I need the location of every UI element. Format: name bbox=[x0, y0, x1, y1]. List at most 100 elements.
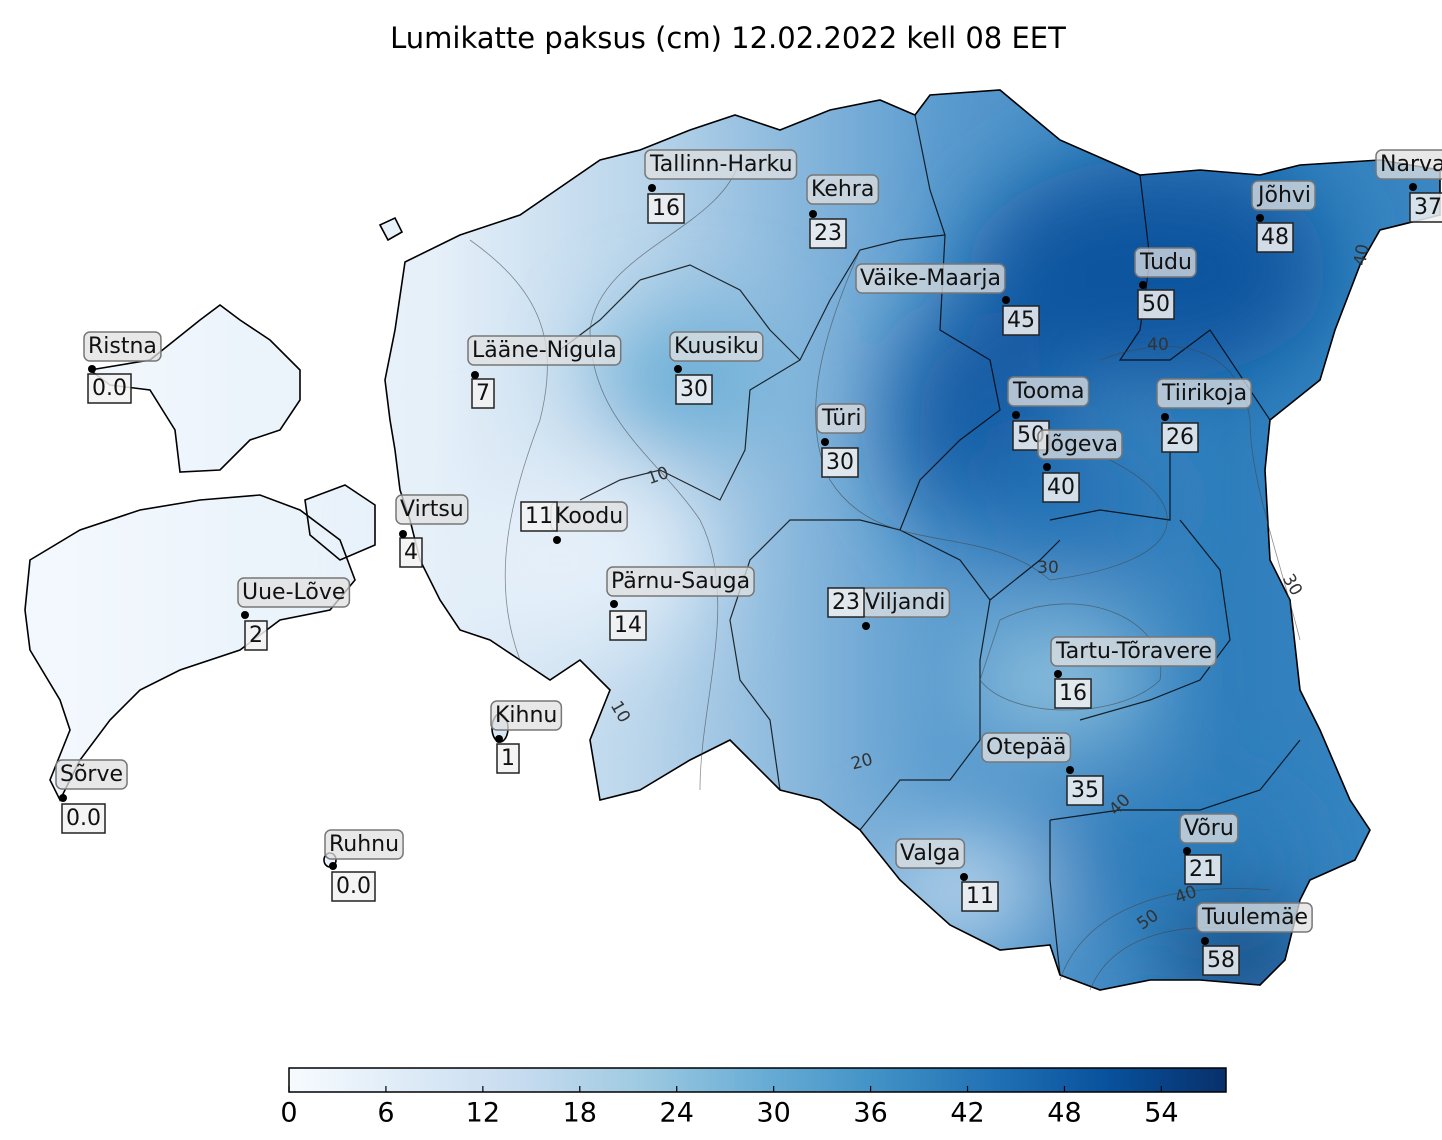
colorbar-tick-label: 12 bbox=[466, 1098, 500, 1129]
station-name-box bbox=[816, 403, 867, 434]
station-name: Narva bbox=[1380, 152, 1442, 177]
station: Tuulemäe 58 bbox=[1196, 902, 1313, 976]
station: Tartu-Tõravere 16 bbox=[1050, 636, 1217, 709]
station-name: Sõrve bbox=[60, 762, 123, 787]
station: Tallinn-Harku 16 bbox=[644, 149, 798, 224]
station-name: Türi bbox=[821, 406, 862, 431]
station-value-box bbox=[244, 620, 268, 651]
station-value-box bbox=[647, 193, 685, 224]
station-value: 40 bbox=[1047, 475, 1075, 500]
station: Ristna 0.0 bbox=[83, 331, 162, 404]
station-dot bbox=[495, 735, 503, 743]
station-value: 11 bbox=[966, 884, 994, 909]
station-value-box bbox=[1002, 305, 1040, 336]
station-dot bbox=[821, 438, 829, 446]
station-dot bbox=[88, 365, 96, 373]
station-value: 14 bbox=[614, 613, 642, 638]
station-name: Tudu bbox=[1139, 250, 1192, 275]
station-name: Võru bbox=[1184, 816, 1234, 841]
station-value-box bbox=[1409, 192, 1442, 223]
station-value: 16 bbox=[1059, 681, 1087, 706]
station-value-box bbox=[61, 803, 106, 834]
station-name: Jõgeva bbox=[1042, 432, 1118, 457]
station-name: Otepää bbox=[986, 735, 1066, 760]
station-dot bbox=[471, 371, 479, 379]
station-dot bbox=[809, 210, 817, 218]
station-dot bbox=[1409, 183, 1417, 191]
station-name-box bbox=[981, 732, 1072, 763]
station-dot bbox=[674, 365, 682, 373]
station-name-box bbox=[1134, 247, 1197, 278]
colorbar-tick-label: 30 bbox=[756, 1098, 790, 1129]
station-name: Tartu-Tõravere bbox=[1055, 639, 1212, 664]
station-name-box bbox=[324, 829, 404, 860]
station-dot bbox=[960, 873, 968, 881]
station-name-box bbox=[1037, 429, 1123, 460]
colorbar-tick-label: 6 bbox=[377, 1098, 394, 1129]
station: Tudu 50 bbox=[1134, 247, 1197, 320]
station-name-box bbox=[669, 331, 764, 362]
station-value-box bbox=[520, 501, 558, 532]
station-value-box bbox=[87, 373, 132, 404]
station-name-box bbox=[855, 263, 1006, 294]
colorbar-tick-label: 24 bbox=[660, 1098, 694, 1129]
station: Ruhnu 0.0 bbox=[324, 829, 404, 902]
station-name: Väike-Maarja bbox=[860, 266, 1001, 291]
station-value-box bbox=[809, 218, 847, 249]
station-value-box bbox=[471, 378, 495, 409]
station-dot bbox=[1043, 463, 1051, 471]
station-name: Tuulemäe bbox=[1201, 905, 1308, 930]
station-dot bbox=[1139, 281, 1147, 289]
station-value-box bbox=[961, 881, 999, 912]
station-dot bbox=[59, 794, 67, 802]
station-value: 0.0 bbox=[336, 874, 371, 899]
station-dot bbox=[1256, 214, 1264, 222]
station-value-box bbox=[1054, 678, 1092, 709]
contour-label: 30 bbox=[1037, 558, 1059, 578]
station-name: Viljandi bbox=[865, 590, 945, 615]
station-value: 37 bbox=[1414, 195, 1442, 220]
map-title: Lumikatte paksus (cm) 12.02.2022 kell 08… bbox=[390, 21, 1066, 55]
colorbar-tick-label: 54 bbox=[1144, 1098, 1178, 1129]
station-name: Tiirikoja bbox=[1161, 381, 1247, 406]
station: Narva 37 bbox=[1375, 149, 1442, 223]
station-name: Virtsu bbox=[400, 497, 464, 522]
colorbar-tick-label: 18 bbox=[563, 1098, 597, 1129]
station: Uue-Lõve 2 bbox=[237, 577, 351, 651]
station-value-box bbox=[827, 587, 865, 618]
station-value: 4 bbox=[404, 540, 418, 565]
station-dot bbox=[610, 600, 618, 608]
station-name: Ruhnu bbox=[329, 832, 399, 857]
station-dot bbox=[648, 184, 656, 192]
station: Võru 21 bbox=[1179, 813, 1239, 885]
station-value: 2 bbox=[249, 623, 263, 648]
station: Türi 30 bbox=[816, 403, 867, 478]
station-name-box bbox=[395, 494, 469, 525]
colorbar-gradient bbox=[288, 1067, 1227, 1093]
station-dot bbox=[241, 611, 249, 619]
station-value-box bbox=[821, 447, 859, 478]
station: Virtsu 4 bbox=[395, 494, 469, 568]
station-dot bbox=[1012, 411, 1020, 419]
station-name: Jõhvi bbox=[1256, 183, 1311, 208]
station: Sõrve 0.0 bbox=[55, 759, 128, 834]
station-name: Lääne-Nigula bbox=[472, 338, 617, 363]
station-name-box bbox=[1375, 149, 1442, 180]
station-value: 35 bbox=[1071, 778, 1099, 803]
colorbar: 0 6 12 18 24 30 36 42 48 54 bbox=[280, 1067, 1227, 1129]
station-name-box bbox=[644, 149, 798, 180]
station-name: Kehra bbox=[811, 177, 874, 202]
station-name-box bbox=[1007, 376, 1090, 407]
snow-field bbox=[25, 90, 1440, 990]
station-value: 1 bbox=[501, 746, 515, 771]
station-value-box bbox=[1184, 854, 1222, 885]
station-dot bbox=[1201, 937, 1209, 945]
station-value: 26 bbox=[1166, 425, 1194, 450]
station-value-box bbox=[1256, 222, 1294, 253]
station-value: 7 bbox=[476, 381, 490, 406]
